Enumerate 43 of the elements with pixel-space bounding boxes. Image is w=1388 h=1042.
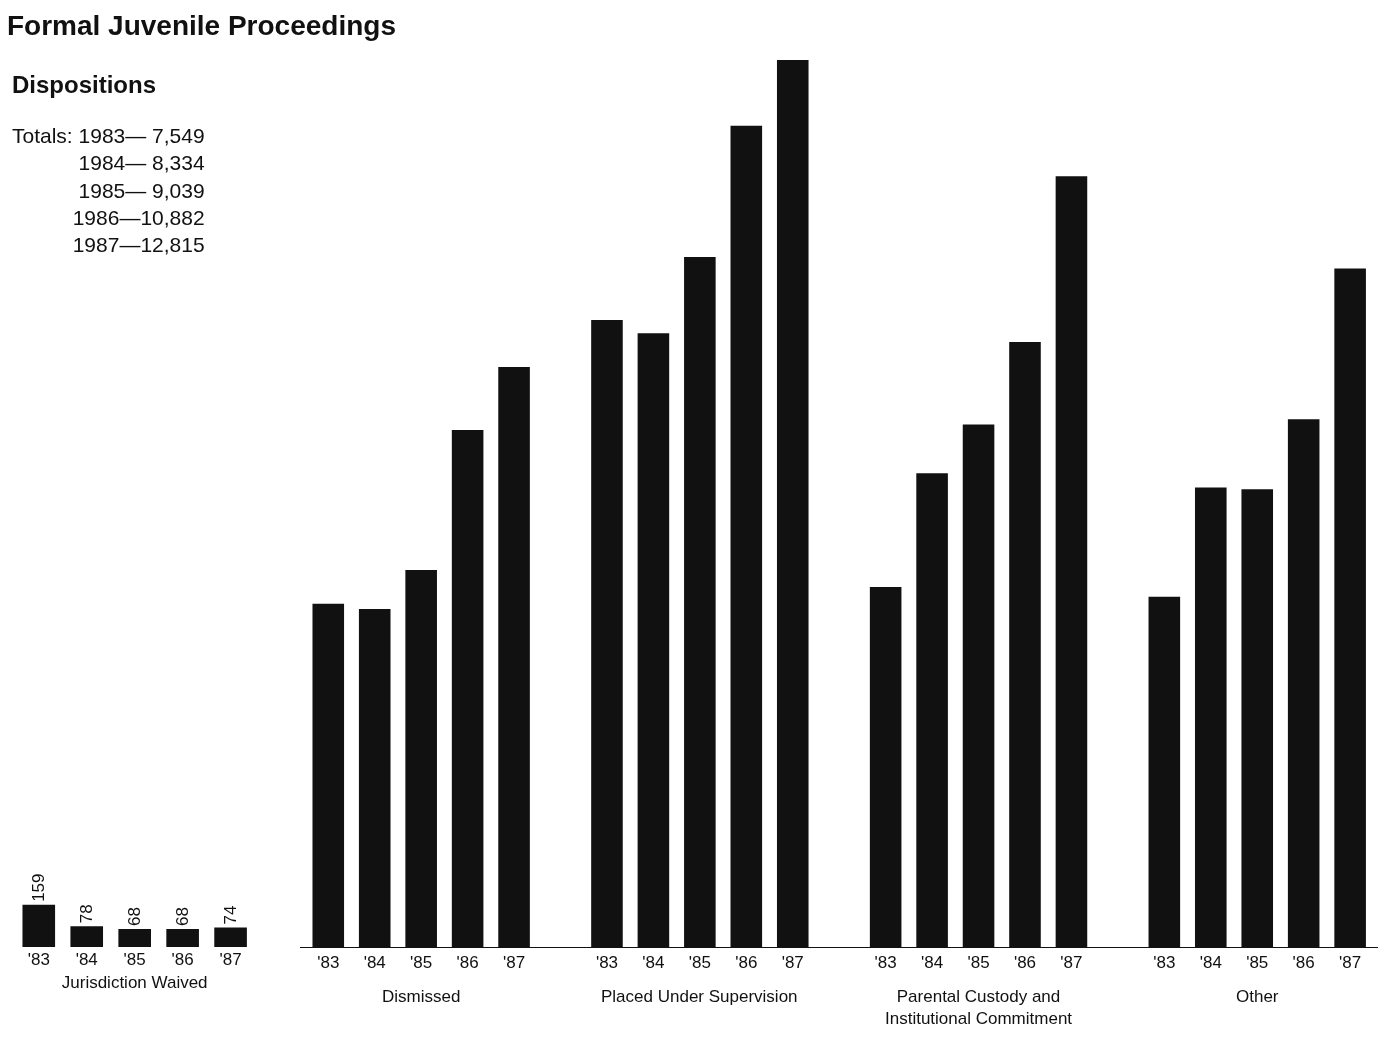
chart-subtitle: Dispositions	[12, 71, 157, 98]
x-tick-label: '85	[688, 953, 711, 973]
data-label: 74	[221, 905, 241, 925]
x-tick-label: '87	[781, 953, 804, 973]
chart-title: Formal Juvenile Proceedings	[6, 10, 396, 42]
x-tick-label: '83	[874, 953, 897, 973]
x-tick-label: '85	[123, 950, 146, 969]
x-tick-label: '84	[1199, 953, 1222, 973]
text: Totals: 1983— 7,549 1984— 8,334 1985— 9,039 1986—10,882 1987—12,815	[12, 124, 205, 257]
x-tick-label: '85	[410, 953, 433, 973]
x-axis-title: Jurisdiction Waived	[61, 973, 208, 993]
x-tick-label: '83	[27, 950, 50, 969]
x-tick-label: '83	[1153, 953, 1176, 973]
x-tick-label: '87	[1339, 953, 1362, 973]
text: Parental Custody and Institutional Commitment	[885, 987, 1073, 1029]
bar	[22, 904, 56, 947]
data-label: 78	[77, 904, 97, 924]
text: Placed Under Supervision	[601, 987, 798, 1006]
x-tick-label: '84	[921, 953, 944, 973]
x-tick-label: '87	[219, 950, 242, 969]
text: Other	[1236, 987, 1279, 1006]
x-tick-label: '83	[317, 953, 340, 973]
x-tick-label: '84	[642, 953, 665, 973]
x-tick-label: '86	[1013, 953, 1037, 973]
data-label: 159	[29, 873, 49, 902]
x-tick-label: '85	[967, 953, 990, 973]
x-tick-label: '86	[735, 953, 758, 973]
x-tick-label: '86	[456, 953, 479, 973]
text: Dismissed	[382, 987, 461, 1006]
x-tick-label: '84	[363, 953, 386, 973]
x-tick-label: '84	[75, 950, 98, 969]
x-tick-label: '83	[595, 953, 619, 973]
bar	[70, 926, 104, 947]
x-tick-label: '87	[502, 953, 526, 973]
x-tick-label: '86	[171, 950, 194, 969]
x-tick-label: '87	[1060, 953, 1083, 973]
bar	[166, 928, 199, 947]
bar	[118, 928, 151, 947]
data-label: 68	[173, 907, 193, 926]
x-tick-label: '86	[1292, 953, 1315, 973]
x-tick-label: '85	[1246, 953, 1269, 973]
bar	[214, 927, 247, 947]
data-label: 68	[125, 907, 145, 926]
